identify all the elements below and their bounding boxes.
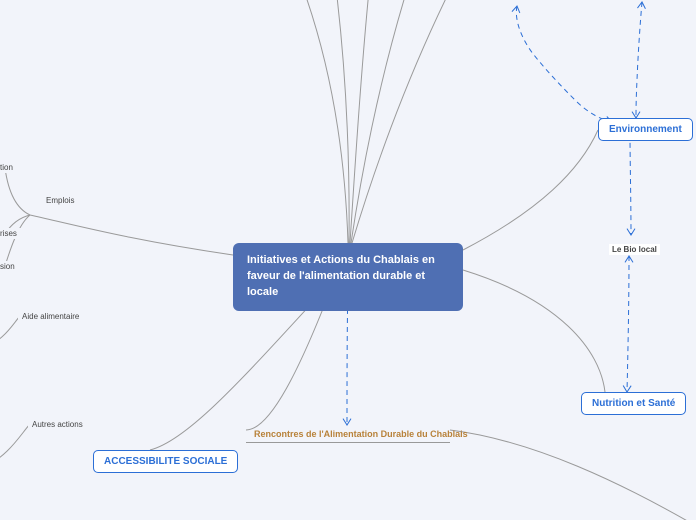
node-rencontres[interactable]: Rencontres de l'Alimentation Durable du … bbox=[246, 427, 450, 443]
label-emplois: Emplois bbox=[46, 196, 74, 205]
label-frag-sion: sion bbox=[0, 262, 15, 271]
node-emplois[interactable]: Emplois bbox=[42, 195, 78, 206]
label-rencontres: Rencontres de l'Alimentation Durable du … bbox=[254, 429, 468, 439]
node-accessibilite[interactable]: ACCESSIBILITE SOCIALE bbox=[93, 450, 238, 473]
node-autres[interactable]: Autres actions bbox=[28, 419, 87, 430]
label-autres: Autres actions bbox=[32, 420, 83, 429]
central-node[interactable]: Initiatives et Actions du Chablais en fa… bbox=[233, 243, 463, 311]
label-nutrition: Nutrition et Santé bbox=[592, 398, 675, 409]
node-nutrition[interactable]: Nutrition et Santé bbox=[581, 392, 686, 415]
central-line2: faveur de l'alimentation durable et loca… bbox=[247, 270, 425, 298]
node-bio-local[interactable]: Le Bio local bbox=[609, 244, 660, 255]
label-aide: Aide alimentaire bbox=[22, 312, 79, 321]
label-accessibilite: ACCESSIBILITE SOCIALE bbox=[104, 456, 227, 467]
label-frag-tion: tion bbox=[0, 163, 13, 172]
node-frag-rises: rises bbox=[0, 228, 21, 239]
label-frag-rises: rises bbox=[0, 229, 17, 238]
node-environnement[interactable]: Environnement bbox=[598, 118, 693, 141]
label-environnement: Environnement bbox=[609, 124, 682, 135]
label-bio-local: Le Bio local bbox=[612, 245, 657, 254]
node-aide[interactable]: Aide alimentaire bbox=[18, 311, 83, 322]
central-line1: Initiatives et Actions du Chablais en bbox=[247, 254, 435, 266]
node-frag-tion: tion bbox=[0, 162, 17, 173]
node-frag-sion: sion bbox=[0, 261, 19, 272]
